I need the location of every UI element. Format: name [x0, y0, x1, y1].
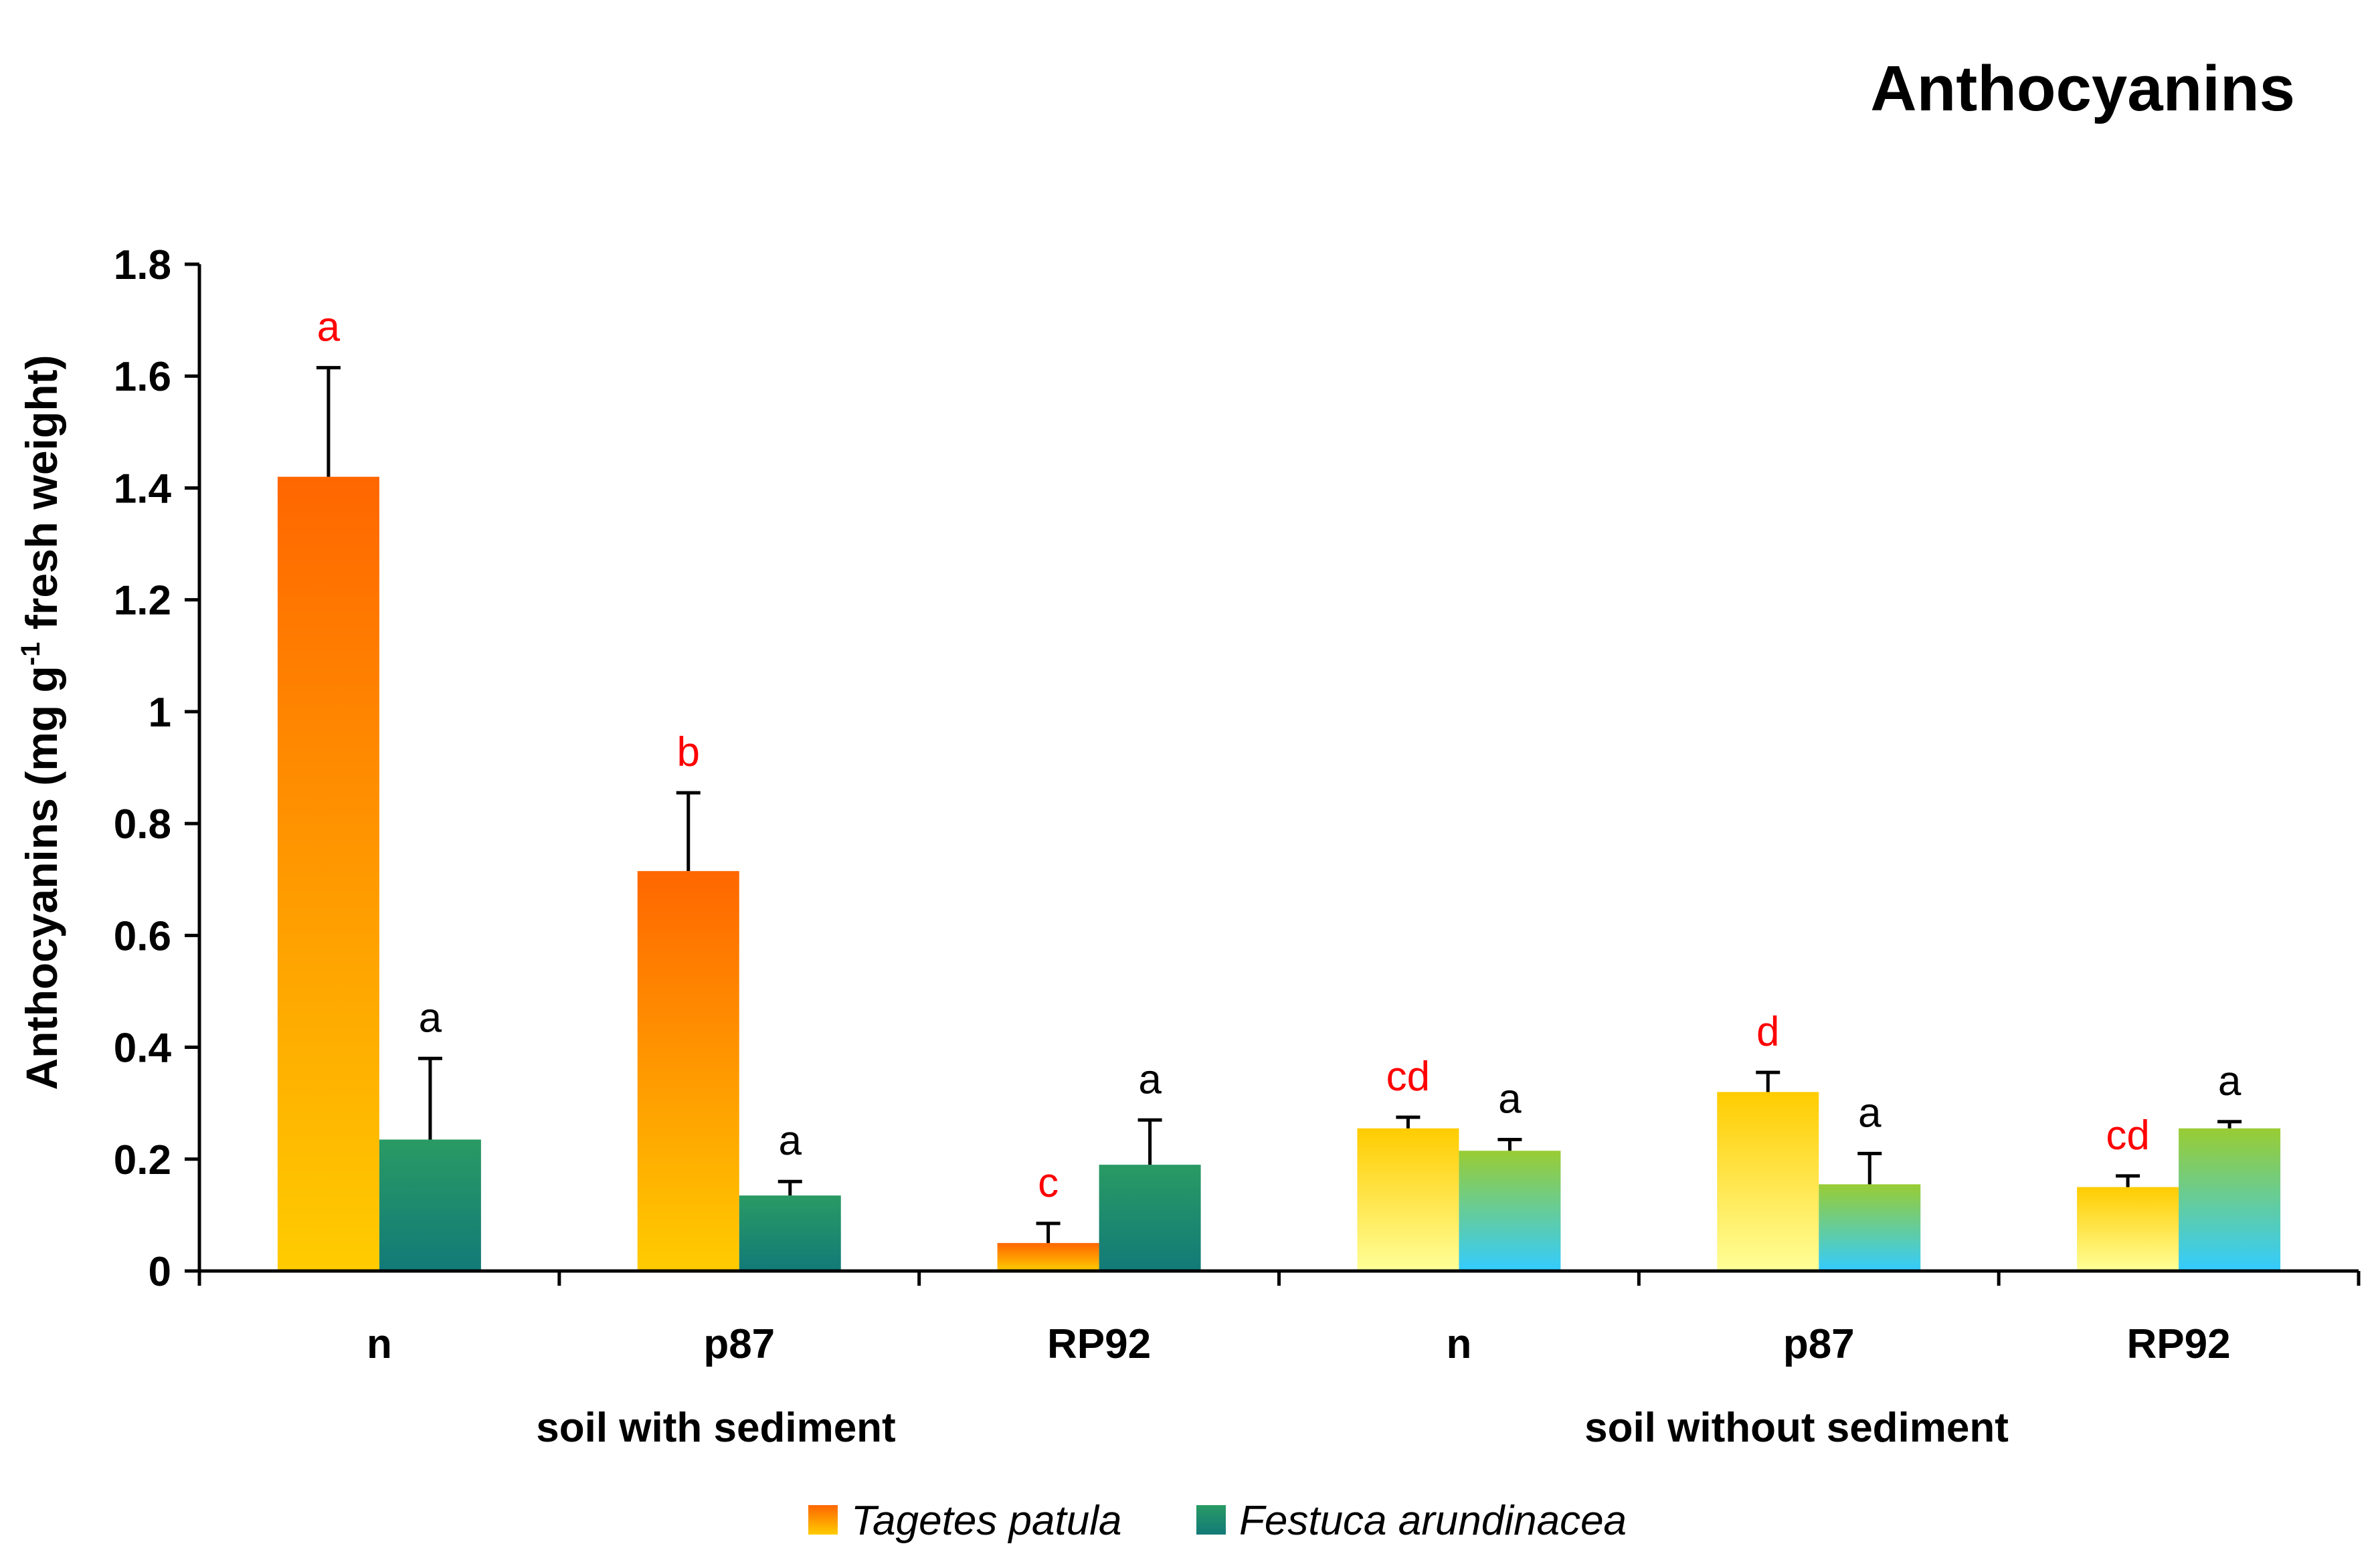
significance-letter: a: [419, 995, 442, 1041]
y-tick-label: 0.8: [114, 801, 171, 848]
y-tick-label: 0.2: [114, 1137, 171, 1183]
legend: Tagetes patula Festuca arundinacea: [808, 1498, 1627, 1544]
x-category-label: n: [367, 1321, 392, 1367]
x-axis-ticks: [197, 1271, 2361, 1286]
y-tick-label: 1.4: [114, 466, 172, 512]
y-tick-label: 1.8: [114, 242, 171, 288]
bar-tagetes-4: [1717, 1092, 1819, 1271]
y-tick-label: 1.2: [114, 578, 171, 624]
chart-title: Anthocyanins: [1870, 53, 2295, 124]
bar-festuca-2: [1099, 1165, 1201, 1271]
x-category-label: RP92: [1047, 1321, 1151, 1367]
bar-festuca-5: [2179, 1128, 2281, 1271]
x-category-label: n: [1446, 1321, 1471, 1367]
error-bars: [316, 366, 2242, 1244]
x-category-label: p87: [1783, 1321, 1855, 1367]
y-tick-label: 0: [149, 1249, 171, 1295]
bar-tagetes-3: [1357, 1128, 1459, 1271]
bars: [277, 476, 2281, 1272]
y-axis-ticks: 0 0.2 0.4 0.6 0.8 1 1.2 1.4 1.6 1.8: [114, 242, 199, 1295]
y-tick-label: 0.4: [114, 1025, 172, 1072]
significance-letter: cd: [1386, 1054, 1430, 1100]
legend-label-festuca: Festuca arundinacea: [1239, 1498, 1627, 1544]
significance-letter: a: [1498, 1076, 1522, 1122]
bar-festuca-3: [1459, 1151, 1561, 1271]
significance-letter: b: [677, 729, 700, 775]
group-label-soil-with-sediment: soil with sediment: [536, 1405, 895, 1451]
bar-tagetes-0: [277, 476, 379, 1272]
bar-tagetes-1: [637, 871, 739, 1271]
bar-festuca-1: [739, 1195, 841, 1271]
y-tick-label: 1: [149, 690, 171, 736]
x-axis-category-labels: n p87 RP92 n p87 RP92: [367, 1321, 2231, 1367]
bar-tagetes-5: [2077, 1187, 2179, 1271]
bar-tagetes-2: [997, 1243, 1099, 1271]
significance-letter: a: [779, 1118, 802, 1164]
bar-festuca-0: [379, 1139, 481, 1271]
x-category-label: RP92: [2127, 1321, 2231, 1367]
y-tick-label: 0.6: [114, 913, 171, 959]
group-label-soil-without-sediment: soil without sediment: [1584, 1405, 2009, 1451]
significance-letters: a b c cd d cd a a a a a a: [317, 304, 2242, 1206]
y-axis-label: Anthocyanins (mg g-1 fresh weight): [16, 355, 66, 1090]
bar-festuca-4: [1819, 1184, 1921, 1271]
significance-letter: a: [1858, 1090, 1882, 1136]
x-category-label: p87: [703, 1321, 775, 1367]
legend-swatch-tagetes: [808, 1505, 838, 1535]
legend-label-tagetes: Tagetes patula: [851, 1498, 1121, 1544]
significance-letter: cd: [2106, 1112, 2149, 1159]
significance-letter: a: [1138, 1056, 1162, 1102]
significance-letter: a: [317, 304, 341, 351]
significance-letter: c: [1038, 1160, 1059, 1206]
significance-letter: d: [1756, 1009, 1779, 1055]
significance-letter: a: [2218, 1058, 2242, 1104]
y-tick-label: 1.6: [114, 354, 171, 400]
legend-swatch-festuca: [1196, 1505, 1226, 1535]
